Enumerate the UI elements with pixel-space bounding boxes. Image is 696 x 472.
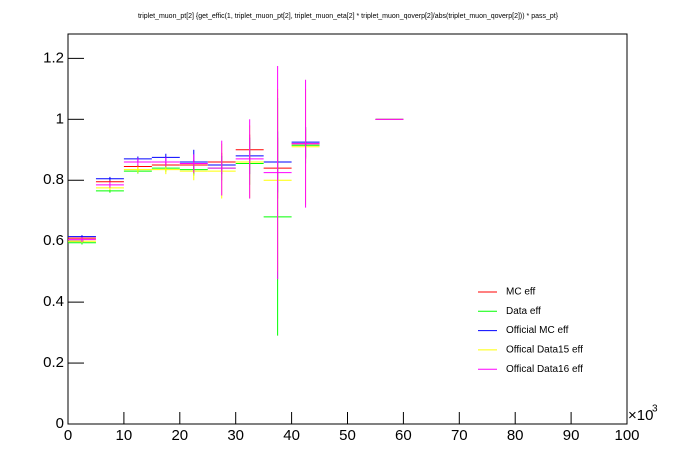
x-tick-label: 70 — [451, 427, 468, 444]
x-tick-label: 20 — [171, 427, 188, 444]
y-tick-label: 0.2 — [43, 354, 64, 371]
x-scale-label: ×10 — [628, 407, 653, 424]
legend-label: Official MC eff — [506, 325, 569, 336]
legend-label: Offical Data16 eff — [506, 364, 583, 375]
legend-label: Offical Data15 eff — [506, 345, 583, 356]
x-tick-label: 50 — [339, 427, 356, 444]
y-tick-label: 1.2 — [43, 49, 64, 66]
y-tick-label: 0.6 — [43, 232, 64, 249]
x-tick-label: 80 — [507, 427, 524, 444]
x-tick-label: 10 — [116, 427, 133, 444]
y-tick-label: 0.4 — [43, 293, 64, 310]
x-scale-exponent: 3 — [652, 404, 658, 415]
x-tick-label: 40 — [283, 427, 300, 444]
x-tick-label: 90 — [563, 427, 580, 444]
legend-label: Data eff — [506, 306, 541, 317]
x-tick-label: 100 — [614, 427, 639, 444]
y-tick-label: 0 — [56, 415, 64, 432]
y-tick-label: 1 — [56, 110, 64, 127]
y-tick-label: 0.8 — [43, 171, 64, 188]
x-tick-label: 60 — [395, 427, 412, 444]
legend-label: MC eff — [506, 287, 535, 298]
chart-title: triplet_muon_pt[2] {get_effic(1, triplet… — [138, 13, 559, 20]
x-tick-label: 0 — [64, 427, 72, 444]
x-tick-label: 30 — [227, 427, 244, 444]
